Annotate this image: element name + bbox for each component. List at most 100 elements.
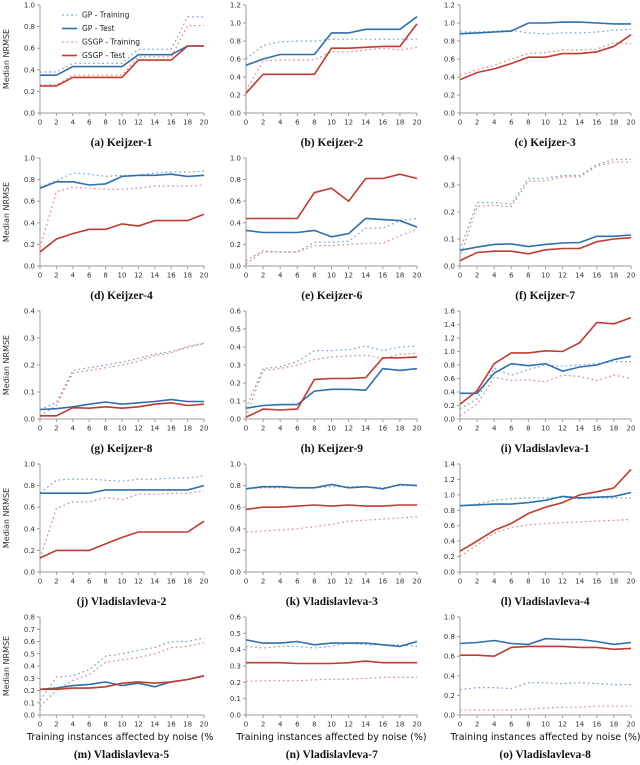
x-tick-label: 16 — [167, 721, 176, 729]
chart-keijzer-6: 0.0 0.2 0.4 0.6 0.8 1.0 0 2 4 6 8 10 12 14 16 18 20 (e) K… — [213, 153, 426, 306]
x-tick-label: 16 — [592, 721, 601, 729]
x-tick-label: 4 — [278, 721, 283, 729]
y-tick-label: 0.2 — [24, 241, 35, 249]
x-tick-label: 12 — [344, 272, 353, 280]
x-tick-label: 12 — [344, 425, 353, 433]
y-tick-label: 0.2 — [230, 92, 241, 100]
x-tick-label: 14 — [575, 425, 584, 433]
x-tick-label: 4 — [492, 272, 497, 280]
x-tick-label: 18 — [396, 272, 405, 280]
y-tick-label: 0.2 — [24, 362, 35, 370]
y-tick-label: 0.8 — [444, 633, 455, 641]
x-tick-label: 14 — [150, 272, 159, 280]
x-tick-label: 8 — [526, 119, 530, 127]
series-gsgp-training-line — [246, 516, 418, 533]
y-tick-label: 0.4 — [24, 66, 36, 74]
x-tick-label: 16 — [379, 119, 388, 127]
x-tick-label: 16 — [379, 272, 388, 280]
series-gp-test-line — [246, 483, 418, 490]
series-gp-test-line — [246, 367, 418, 409]
x-tick-label: 18 — [609, 721, 618, 729]
x-tick-label: 18 — [183, 119, 192, 127]
series-gsgp-test-line — [246, 173, 418, 220]
x-tick-label: 4 — [71, 721, 76, 729]
x-tick-label: 0 — [457, 119, 461, 127]
x-tick-label: 18 — [183, 425, 192, 433]
y-axis: 0.0 0.2 0.4 0.6 0.8 1.0 1.2 — [230, 2, 247, 118]
x-tick-label: 10 — [541, 272, 550, 280]
x-tick-label: 18 — [183, 272, 192, 280]
y-tick-label: 1.0 — [444, 20, 455, 28]
y-tick-label: 0.0 — [444, 712, 455, 720]
y-tick-label: 0.0 — [230, 416, 241, 424]
x-tick-label: 0 — [38, 119, 42, 127]
plot-vladislavleva-4: 0.0 0.2 0.4 0.6 0.8 1.0 1.2 1.4 0 2 4 6 8 10 12 14 16 18 2… — [444, 461, 636, 586]
series-gp-training-line — [39, 342, 205, 411]
axis-spines — [245, 464, 418, 573]
axis-spines — [459, 464, 631, 573]
x-tick-label: 0 — [38, 578, 42, 586]
y-tick-label: 0.8 — [24, 482, 35, 490]
y-tick-label: 1.2 — [444, 335, 455, 343]
axis-spines — [245, 158, 418, 267]
series-gp-test-line — [40, 484, 205, 495]
y-axis: 0.0 0.2 0.4 0.6 0.8 1.0 1.2 1.4 — [444, 461, 460, 577]
x-axis: 0 2 4 6 8 10 12 14 16 18 20 — [457, 113, 635, 127]
legend-label: GP - Test — [82, 24, 115, 33]
y-tick-label: 1.0 — [444, 491, 455, 499]
series-gsgp-test-line — [459, 34, 632, 81]
y-tick-label: 0.6 — [230, 614, 242, 622]
x-axis: 0 2 4 6 8 10 12 14 16 18 20 — [38, 113, 208, 127]
y-tick-label: 0.3 — [24, 335, 35, 343]
y-tick-label: 0.8 — [230, 482, 241, 490]
series-gp-test-line — [39, 173, 205, 189]
y-tick-label: 1.6 — [444, 308, 456, 316]
y-tick-label: 0.1 — [24, 389, 35, 397]
x-tick-label: 14 — [362, 272, 371, 280]
x-tick-label: 8 — [103, 119, 107, 127]
x-tick-label: 6 — [295, 578, 300, 586]
series-gsgp-test-line — [459, 236, 631, 262]
x-tick-label: 18 — [609, 578, 618, 586]
chart-keijzer-4: 0.0 0.2 0.4 0.6 0.8 1.0 0 2 4 6 8 10 12 14 16 18 20 Media… — [0, 153, 213, 306]
y-axis-label: Median NRMSE — [2, 29, 11, 89]
x-tick-label: 8 — [103, 425, 107, 433]
x-tick-label: 12 — [134, 119, 143, 127]
x-tick-label: 2 — [261, 272, 265, 280]
x-tick-label: 6 — [87, 272, 92, 280]
y-tick-label: 0.0 — [230, 712, 241, 720]
x-tick-label: 0 — [244, 272, 248, 280]
x-tick-label: 6 — [87, 425, 92, 433]
x-tick-label: 6 — [87, 578, 92, 586]
y-tick-label: 0.4 — [230, 525, 242, 533]
x-tick-label: 12 — [134, 721, 143, 729]
y-tick-label: 0.6 — [24, 198, 36, 206]
x-tick-label: 6 — [509, 425, 514, 433]
y-tick-label: 0.4 — [230, 646, 242, 654]
x-tick-label: 4 — [492, 119, 497, 127]
y-tick-label: 1.0 — [24, 2, 35, 10]
y-tick-label: 0.0 — [230, 263, 241, 271]
x-tick-label: 10 — [327, 721, 336, 729]
y-tick-label: 0.5 — [230, 326, 241, 334]
y-tick-label: 0.6 — [230, 56, 242, 64]
series-gsgp-training-line — [39, 490, 205, 559]
y-tick-label: 0.4 — [230, 74, 242, 82]
series-gsgp-training-line — [246, 676, 418, 683]
y-tick-label: 0.0 — [24, 569, 35, 577]
x-axis: 0 2 4 6 8 10 12 14 16 18 20 — [38, 715, 208, 729]
x-tick-label: 18 — [396, 721, 405, 729]
x-tick-label: 12 — [558, 119, 567, 127]
series-gsgp-test-line — [39, 520, 205, 559]
series-gsgp-training-line — [39, 184, 205, 248]
series-gsgp-test-line — [459, 645, 631, 658]
y-tick-label: 0.4 — [444, 672, 456, 680]
series-gsgp-training-line — [245, 352, 418, 418]
x-axis: 0 2 4 6 8 10 12 14 16 18 20 — [38, 266, 208, 280]
x-tick-label: 0 — [38, 425, 42, 433]
x-tick-label: 2 — [475, 425, 479, 433]
y-tick-label: 0.1 — [230, 398, 241, 406]
axis-spines — [39, 158, 204, 267]
x-tick-label: 8 — [526, 425, 530, 433]
series-gsgp-training-line — [245, 228, 418, 265]
